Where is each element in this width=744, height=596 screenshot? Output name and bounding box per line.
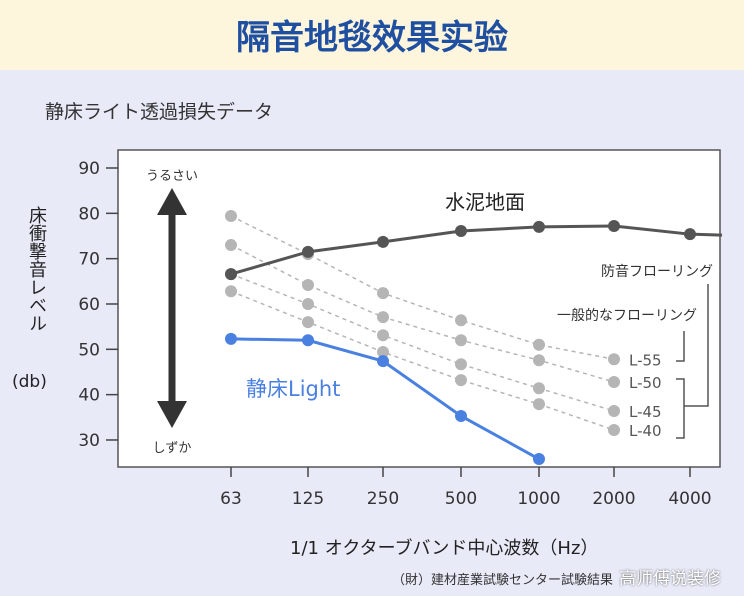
data-point-水泥地面 bbox=[684, 228, 696, 241]
y-tick-label: 60 bbox=[78, 295, 100, 315]
series-label: L-50 bbox=[629, 374, 662, 392]
series-line-L-55 bbox=[230, 215, 615, 361]
x-tick-label: 1000 bbox=[517, 489, 560, 509]
y-axis-unit: (db) bbox=[12, 372, 47, 392]
bracket-soundproof-outer bbox=[684, 284, 709, 407]
data-point-L-55 bbox=[608, 353, 620, 366]
data-point-L-40 bbox=[455, 374, 467, 387]
y-tick-label: 40 bbox=[78, 386, 100, 406]
data-point-L-55 bbox=[225, 210, 237, 223]
watermark: 高师傅说装修 bbox=[619, 569, 721, 589]
group-label-soundproof: 防音フローリング bbox=[601, 263, 713, 280]
data-point-静床Light bbox=[455, 409, 467, 422]
chart-subtitle: 静床ライト透過損失データ bbox=[45, 101, 274, 123]
x-tick-label: 500 bbox=[445, 489, 477, 509]
arrow-bottom-label: しずか bbox=[153, 441, 192, 456]
data-point-L-45 bbox=[455, 358, 467, 371]
data-point-静床Light bbox=[302, 334, 314, 347]
data-point-水泥地面 bbox=[608, 220, 620, 233]
x-tick-label: 250 bbox=[367, 489, 399, 509]
series-label-light: 静床Light bbox=[246, 377, 340, 401]
series-line-水泥地面 bbox=[230, 224, 723, 276]
data-point-静床Light bbox=[377, 355, 389, 368]
arrow-up-icon bbox=[157, 188, 187, 215]
data-point-L-50 bbox=[302, 278, 314, 291]
group-label-general: 一般的なフローリング bbox=[557, 308, 697, 324]
x-tick-label: 4000 bbox=[668, 489, 711, 509]
y-tick-label: 50 bbox=[78, 340, 100, 360]
data-point-水泥地面 bbox=[377, 235, 389, 248]
y-tick-label: 30 bbox=[78, 431, 100, 451]
y-tick-label: 70 bbox=[78, 250, 100, 270]
data-point-L-50 bbox=[225, 239, 237, 252]
data-point-L-45 bbox=[608, 404, 620, 417]
data-point-水泥地面 bbox=[455, 225, 467, 238]
data-point-L-40 bbox=[377, 346, 389, 359]
data-point-水泥地面 bbox=[302, 245, 314, 258]
x-tick-label: 63 bbox=[220, 489, 242, 509]
series-label-concrete: 水泥地面 bbox=[445, 190, 525, 214]
data-point-L-45 bbox=[533, 382, 545, 395]
page-title: 隔音地毯效果实验 bbox=[236, 18, 508, 58]
series-line-L-50 bbox=[230, 244, 615, 383]
y-axis-label: 床衝撃音レベル bbox=[26, 206, 47, 332]
data-point-水泥地面 bbox=[533, 220, 545, 233]
bracket-soundproof-inner bbox=[676, 378, 685, 439]
data-point-L-40 bbox=[533, 398, 545, 411]
x-tick-label: 125 bbox=[292, 489, 324, 509]
data-point-静床Light bbox=[225, 332, 237, 345]
data-point-静床Light bbox=[533, 453, 545, 466]
data-point-L-50 bbox=[377, 311, 389, 324]
data-point-L-55 bbox=[455, 314, 467, 327]
arrow-top-label: うるさい bbox=[146, 169, 198, 184]
header-band bbox=[0, 0, 744, 70]
data-point-L-50 bbox=[608, 375, 620, 388]
data-point-L-40 bbox=[225, 285, 237, 298]
data-point-L-50 bbox=[533, 354, 545, 367]
data-point-L-55 bbox=[377, 287, 389, 300]
data-point-L-45 bbox=[377, 329, 389, 342]
source-note: （財）建材産業試験センター試験結果 bbox=[392, 573, 614, 588]
series-label: L-45 bbox=[629, 403, 662, 421]
data-point-水泥地面 bbox=[225, 268, 237, 281]
series-label: L-55 bbox=[629, 351, 662, 369]
arrow-down-icon bbox=[157, 401, 187, 428]
y-tick-label: 80 bbox=[78, 204, 100, 224]
plot-area bbox=[117, 149, 721, 468]
data-point-L-55 bbox=[533, 338, 545, 351]
data-point-L-40 bbox=[608, 424, 620, 437]
data-point-L-50 bbox=[455, 334, 467, 347]
x-tick-label: 2000 bbox=[592, 489, 635, 509]
y-tick-label: 90 bbox=[78, 159, 100, 179]
bracket-general bbox=[676, 331, 685, 362]
data-point-L-40 bbox=[302, 316, 314, 329]
series-label: L-40 bbox=[629, 422, 662, 440]
x-axis-label: 1/1 オクターブバンド中心波数（Hz） bbox=[290, 538, 599, 559]
data-point-L-45 bbox=[302, 297, 314, 310]
